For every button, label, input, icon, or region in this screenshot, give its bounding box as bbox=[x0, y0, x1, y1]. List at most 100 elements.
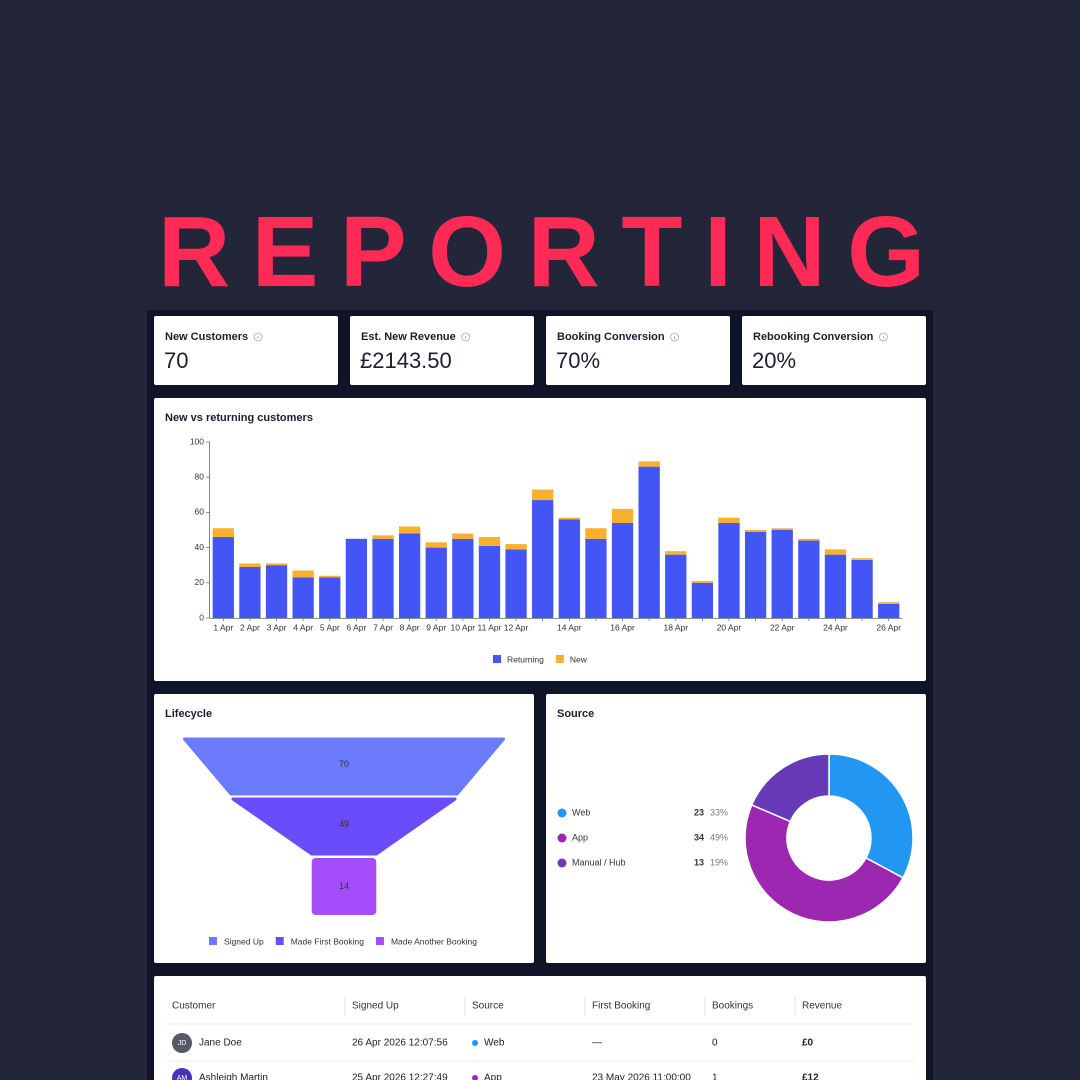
x-tick-label: 1 Apr bbox=[213, 622, 233, 632]
kpi-label: Rebooking Conversion bbox=[753, 331, 874, 343]
funnel-value: 49 bbox=[339, 819, 349, 829]
bar-segment bbox=[798, 540, 820, 618]
bar-segment bbox=[665, 554, 687, 618]
y-tick-label: 0 bbox=[199, 612, 204, 622]
bar-segment bbox=[558, 517, 580, 520]
legend-label: Made First Booking bbox=[291, 936, 364, 946]
x-tick-label: 14 Apr bbox=[557, 622, 582, 632]
x-tick-label: 4 Apr bbox=[293, 622, 313, 632]
x-tick-label: 9 Apr bbox=[426, 622, 446, 632]
bar-segment bbox=[505, 544, 527, 550]
legend-swatch bbox=[375, 937, 384, 945]
bar-segment bbox=[665, 551, 687, 555]
source-dot bbox=[472, 1040, 478, 1046]
legend-label: Signed Up bbox=[224, 936, 264, 946]
bar-segment bbox=[425, 547, 447, 618]
legend-swatch bbox=[555, 655, 564, 663]
legend-label: App bbox=[572, 832, 588, 842]
bar-segment bbox=[611, 508, 634, 523]
bar-segment bbox=[851, 558, 873, 560]
x-tick-label: 2 Apr bbox=[240, 622, 260, 632]
kpi-label: Est. New Revenue bbox=[361, 331, 456, 343]
kpi-label: New Customers bbox=[165, 331, 248, 343]
legend-count: 23 bbox=[694, 807, 704, 817]
legend-label: New bbox=[570, 654, 588, 664]
info-icon bbox=[253, 332, 263, 342]
kpi-value: 70 bbox=[164, 348, 188, 373]
y-tick-label: 20 bbox=[195, 577, 205, 587]
legend-share: 19% bbox=[710, 857, 728, 867]
source-card bbox=[546, 694, 926, 963]
kpi-value: 70% bbox=[556, 348, 600, 373]
bar-segment bbox=[478, 537, 501, 546]
x-tick-label: 20 Apr bbox=[717, 622, 742, 632]
kpi-label: Booking Conversion bbox=[557, 331, 665, 343]
x-tick-label: 7 Apr bbox=[373, 622, 393, 632]
bar-segment bbox=[398, 526, 421, 534]
bar-segment bbox=[718, 517, 740, 523]
column-header: First Booking bbox=[592, 1001, 650, 1012]
bookings: 0 bbox=[712, 1038, 718, 1049]
funnel-title: Lifecycle bbox=[165, 708, 212, 720]
column-header: Customer bbox=[172, 1001, 216, 1012]
x-tick-label: 16 Apr bbox=[610, 622, 635, 632]
funnel-value: 70 bbox=[339, 759, 349, 769]
legend-share: 49% bbox=[710, 832, 728, 842]
y-tick-label: 100 bbox=[190, 436, 204, 446]
legend-label: Returning bbox=[507, 654, 544, 664]
bar-segment bbox=[239, 563, 261, 567]
donut-slice bbox=[744, 804, 904, 923]
legend-share: 33% bbox=[710, 807, 728, 817]
column-header: Bookings bbox=[712, 1001, 753, 1012]
legend-dot bbox=[557, 808, 567, 818]
source-dot bbox=[472, 1075, 478, 1080]
x-tick-label: 10 Apr bbox=[451, 622, 476, 632]
donut-title: Source bbox=[557, 708, 594, 720]
kpi-card bbox=[154, 316, 338, 385]
bar-segment bbox=[478, 545, 501, 618]
x-tick-label: 3 Apr bbox=[267, 622, 287, 632]
customer-name: Jane Doe bbox=[199, 1038, 242, 1049]
bar-segment bbox=[798, 538, 820, 541]
x-tick-label: 24 Apr bbox=[823, 622, 848, 632]
revenue: £0 bbox=[802, 1038, 814, 1049]
x-tick-label: 5 Apr bbox=[320, 622, 340, 632]
bar-segment bbox=[265, 565, 288, 618]
bar-segment bbox=[532, 489, 554, 501]
bar-segment bbox=[718, 522, 740, 618]
bar-segment bbox=[691, 581, 714, 583]
y-tick-label: 60 bbox=[195, 507, 205, 517]
column-header: Revenue bbox=[802, 1001, 842, 1012]
kpi-value: 20% bbox=[752, 348, 796, 373]
kpi-card bbox=[350, 316, 534, 385]
bar-segment bbox=[372, 535, 394, 539]
signed-up: 25 Apr 2026 12:27:49 bbox=[352, 1073, 448, 1080]
legend-swatch bbox=[493, 655, 501, 663]
bar-segment bbox=[319, 575, 341, 578]
y-tick-label: 80 bbox=[195, 471, 205, 481]
x-tick-label: 18 Apr bbox=[663, 622, 688, 632]
bar-segment bbox=[345, 538, 368, 618]
bar-segment bbox=[585, 538, 607, 618]
bar-segment bbox=[878, 602, 900, 604]
bar-segment bbox=[611, 522, 634, 618]
column-header: Source bbox=[472, 1001, 504, 1012]
avatar-initials: AM bbox=[177, 1075, 188, 1080]
bar-segment bbox=[292, 577, 314, 618]
bar-segment bbox=[585, 528, 607, 539]
bar-segment bbox=[691, 582, 714, 618]
funnel-stage bbox=[231, 797, 457, 856]
column-header: Signed Up bbox=[352, 1001, 399, 1012]
source: App bbox=[484, 1073, 502, 1080]
bar-segment bbox=[878, 603, 900, 618]
x-tick-label: 12 Apr bbox=[504, 622, 529, 632]
bar-chart-title: New vs returning customers bbox=[165, 412, 313, 424]
bar-segment bbox=[638, 466, 660, 618]
x-tick-label: 22 Apr bbox=[770, 622, 795, 632]
funnel-stage bbox=[183, 737, 505, 796]
avatar bbox=[172, 1033, 192, 1053]
bar-segment bbox=[452, 533, 474, 539]
x-tick-label: 11 Apr bbox=[477, 622, 501, 632]
